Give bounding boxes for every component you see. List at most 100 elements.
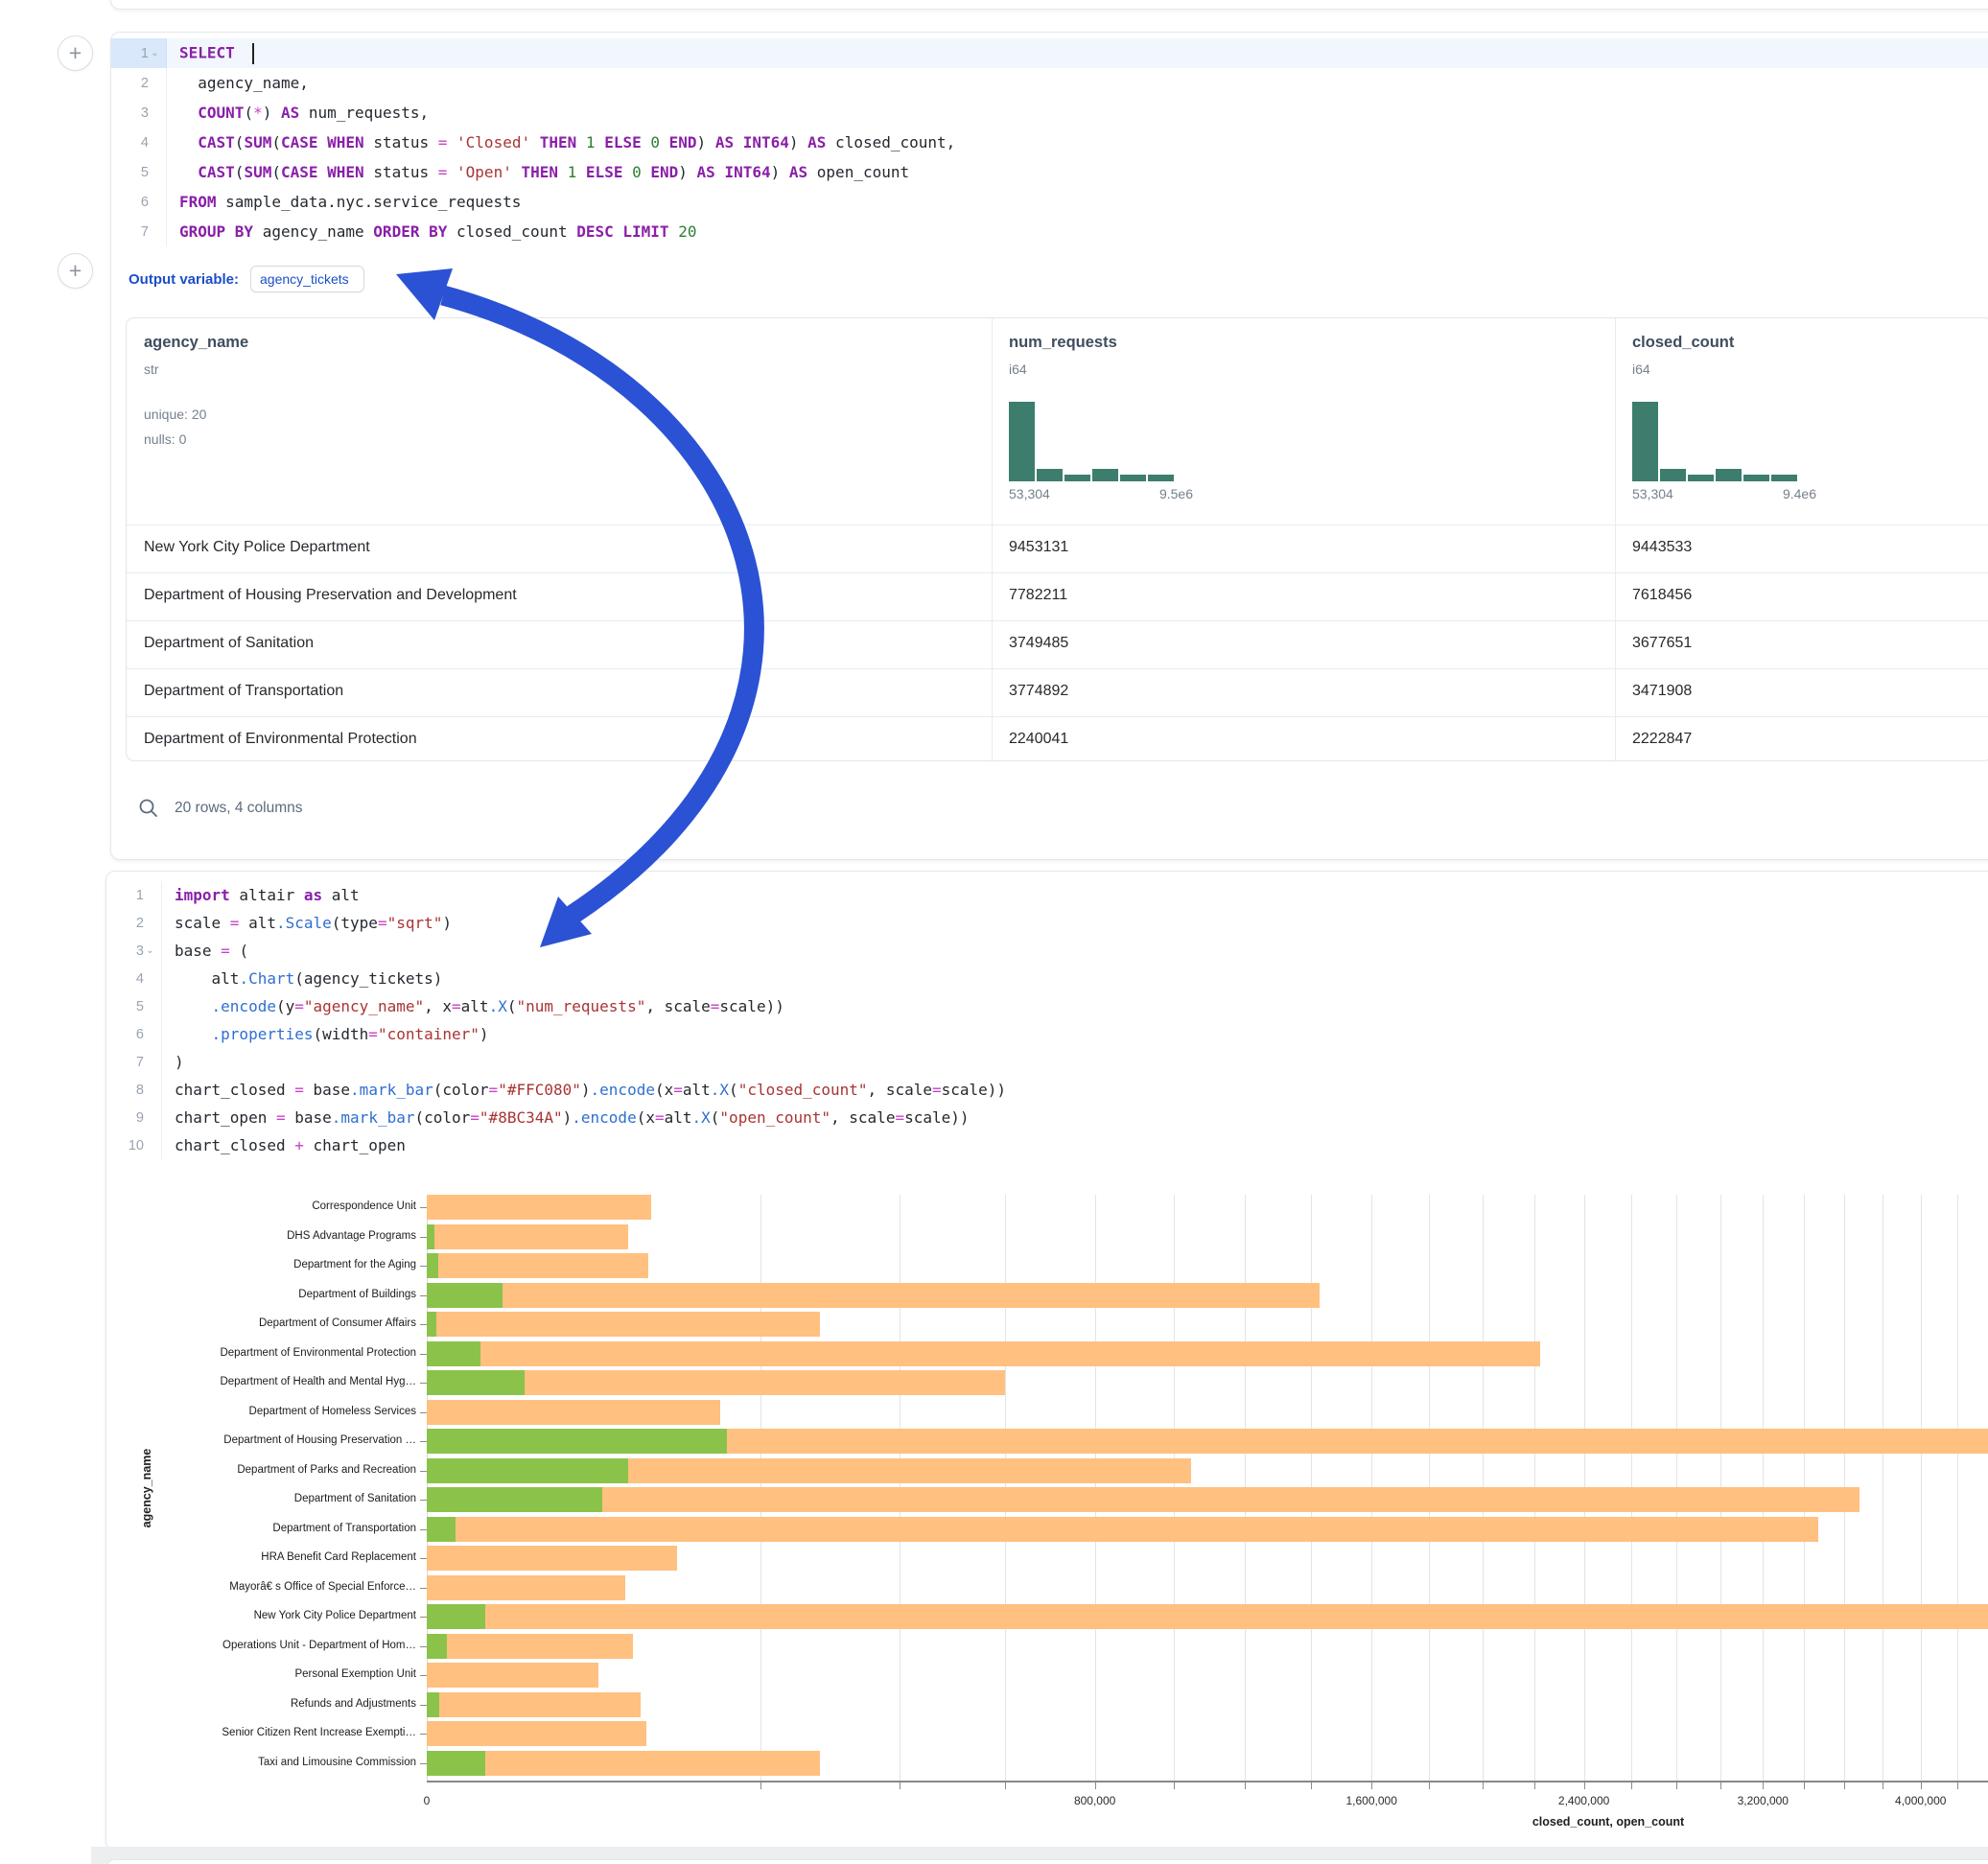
x-axis-tick-label: 1,600,000 (1345, 1794, 1396, 1807)
line-number: 5 (111, 157, 167, 187)
line-number: 9 (106, 1104, 162, 1131)
gridline (1921, 1195, 1922, 1781)
table-cell: 7618456 (1632, 587, 1692, 604)
table-footer: 20 rows, 4 columns (138, 798, 303, 819)
x-axis-tick (1429, 1782, 1430, 1789)
output-variable-chip[interactable]: agency_tickets (250, 266, 364, 292)
sql-editor[interactable]: 1⌄SELECT 2 agency_name,3 COUNT(*) AS num… (111, 38, 1988, 249)
fold-chevron-icon[interactable]: ⌄ (144, 945, 156, 956)
y-axis-tick (420, 1675, 427, 1676)
line-number: 3⌄ (106, 937, 162, 965)
y-axis-label: Department of Parks and Recreation (171, 1464, 416, 1476)
y-axis-tick (420, 1266, 427, 1267)
y-axis-tick (420, 1354, 427, 1355)
table-row[interactable]: Department of Environmental Protection22… (127, 716, 1988, 761)
chart-bar-closed_count (427, 1487, 1859, 1512)
code-line: 3 COUNT(*) AS num_requests, (111, 98, 1988, 128)
line-number: 4 (106, 965, 162, 992)
code-line: 6FROM sample_data.nyc.service_requests (111, 187, 1988, 217)
table-column-header[interactable]: num_requestsi6453,3049.5e6 (992, 318, 1615, 524)
table-cell: Department of Environmental Protection (144, 731, 417, 748)
add-cell-button-top[interactable]: + (58, 35, 93, 71)
y-axis-label: Mayorâ€ s Office of Special Enforce… (171, 1581, 416, 1593)
histogram-bar (1009, 402, 1035, 481)
x-axis-tick-label: 2,400,000 (1558, 1794, 1609, 1807)
column-type: i64 (1009, 361, 1027, 377)
add-cell-button-middle[interactable]: + (58, 253, 93, 289)
chart-bar-open_count (427, 1487, 602, 1512)
code-line: 5 CAST(SUM(CASE WHEN status = 'Open' THE… (111, 157, 1988, 187)
y-axis-label: Department of Housing Preservation … (171, 1434, 416, 1446)
histogram-max-label: 9.4e6 (1747, 486, 1816, 501)
table-row[interactable]: Department of Housing Preservation and D… (127, 572, 1988, 621)
output-variable-row: Output variable: agency_tickets (129, 260, 364, 298)
x-axis-tick (1371, 1782, 1372, 1789)
chart-bar-open_count (427, 1692, 439, 1717)
chart-bar-open_count (427, 1634, 447, 1659)
chart-bar-open_count (427, 1429, 727, 1454)
chart-bar-open_count (427, 1517, 456, 1542)
y-axis-label: Senior Citizen Rent Increase Exempti… (171, 1727, 416, 1738)
x-axis-tick (1957, 1782, 1958, 1789)
line-number: 5 (106, 992, 162, 1020)
y-axis-tick (420, 1441, 427, 1442)
gridline (1957, 1195, 1958, 1781)
y-axis-tick (420, 1529, 427, 1530)
table-cell: Department of Transportation (144, 683, 343, 700)
y-axis-label: Department of Health and Mental Hyg… (171, 1376, 416, 1387)
x-axis-tick (1483, 1782, 1484, 1789)
chart-bar-closed_count (427, 1721, 646, 1746)
text-cursor (252, 43, 254, 64)
y-axis-label: Department for the Aging (171, 1259, 416, 1270)
code-line: 1⌄SELECT (111, 38, 1988, 68)
y-axis-tick (420, 1734, 427, 1735)
x-axis-tick (760, 1782, 761, 1789)
y-axis-tick (420, 1324, 427, 1325)
code-line: 1import altair as alt (106, 881, 1988, 909)
chart-bar-open_count (427, 1253, 438, 1278)
table-row[interactable]: New York City Police Department945313194… (127, 524, 1988, 573)
line-number: 1 (106, 881, 162, 909)
python-cell-card: 1import altair as alt2scale = alt.Scale(… (105, 871, 1988, 1851)
histogram-min-label: 53,304 (1009, 486, 1050, 501)
column-divider (992, 318, 993, 760)
table-row[interactable]: Department of Sanitation37494853677651 (127, 620, 1988, 669)
chart-bar-closed_count (427, 1751, 820, 1776)
chart-bar-open_count (427, 1458, 628, 1483)
histogram-bar (1688, 475, 1714, 481)
x-axis-tick (1631, 1782, 1632, 1789)
x-axis-tick (1921, 1782, 1922, 1789)
chart-bar-closed_count (427, 1546, 677, 1571)
line-number: 4 (111, 128, 167, 157)
code-line: 10chart_closed + chart_open (106, 1131, 1988, 1159)
line-number: 2 (106, 909, 162, 937)
chart-bar-closed_count (427, 1604, 1988, 1629)
x-axis-tick (1720, 1782, 1721, 1789)
results-table: agency_namestrunique: 20nulls: 0num_requ… (126, 317, 1988, 761)
y-axis-label: Operations Unit - Department of Hom… (171, 1640, 416, 1651)
code-line: 4 alt.Chart(agency_tickets) (106, 965, 1988, 992)
y-axis-tick (420, 1558, 427, 1559)
search-icon[interactable] (138, 798, 159, 819)
table-cell: 9443533 (1632, 539, 1692, 556)
table-column-header[interactable]: closed_counti6453,3049.4e6 (1615, 318, 1988, 524)
y-axis-label: DHS Advantage Programs (171, 1230, 416, 1242)
y-axis-tick (420, 1237, 427, 1238)
code-text: chart_closed + chart_open (162, 1136, 406, 1154)
chart-bar-open_count (427, 1604, 485, 1629)
histogram-bar (1743, 475, 1769, 481)
table-cell: New York City Police Department (144, 539, 370, 556)
python-editor[interactable]: 1import altair as alt2scale = alt.Scale(… (106, 881, 1988, 1161)
chart-bar-closed_count (427, 1634, 633, 1659)
y-axis-label: Refunds and Adjustments (171, 1698, 416, 1710)
line-number: 6 (106, 1020, 162, 1048)
code-line: 7) (106, 1048, 1988, 1076)
line-number: 8 (106, 1076, 162, 1104)
table-row[interactable]: Department of Transportation377489234719… (127, 668, 1988, 717)
table-column-header[interactable]: agency_namestrunique: 20nulls: 0 (127, 318, 992, 524)
chart-bar-open_count (427, 1751, 485, 1776)
histogram-bar (1716, 469, 1742, 481)
code-text: COUNT(*) AS num_requests, (167, 104, 429, 122)
fold-chevron-icon[interactable]: ⌄ (149, 48, 161, 58)
code-text: FROM sample_data.nyc.service_requests (167, 193, 521, 211)
